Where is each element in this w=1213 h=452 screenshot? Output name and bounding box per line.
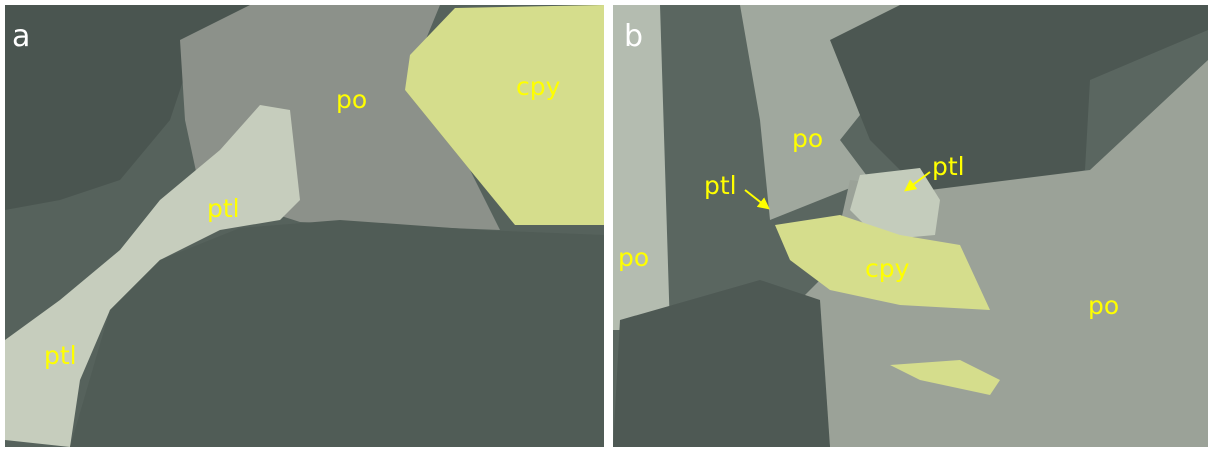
micrograph-b	[613, 5, 1208, 447]
page: {"panels": [ {"letter": "a", "labels": […	[0, 0, 1213, 452]
mineral-label: po	[1088, 291, 1119, 320]
mineral-label: po	[618, 243, 649, 272]
mineral-label: po	[792, 124, 823, 153]
mineral-label: ptl	[44, 341, 77, 370]
micrograph-a	[5, 5, 604, 447]
mineral-label: ptl	[207, 194, 240, 223]
mineral-label: po	[336, 85, 367, 114]
mineral-label: cpy	[516, 72, 561, 101]
mineral-label: ptl	[932, 152, 965, 181]
mineral-label: cpy	[865, 254, 910, 283]
panel-letter: a	[12, 19, 30, 54]
panel-letter: b	[624, 19, 643, 54]
figure: a b po cpy ptl ptl po ptl ptl po cpy po	[0, 0, 1213, 452]
mineral-label: ptl	[704, 171, 737, 200]
